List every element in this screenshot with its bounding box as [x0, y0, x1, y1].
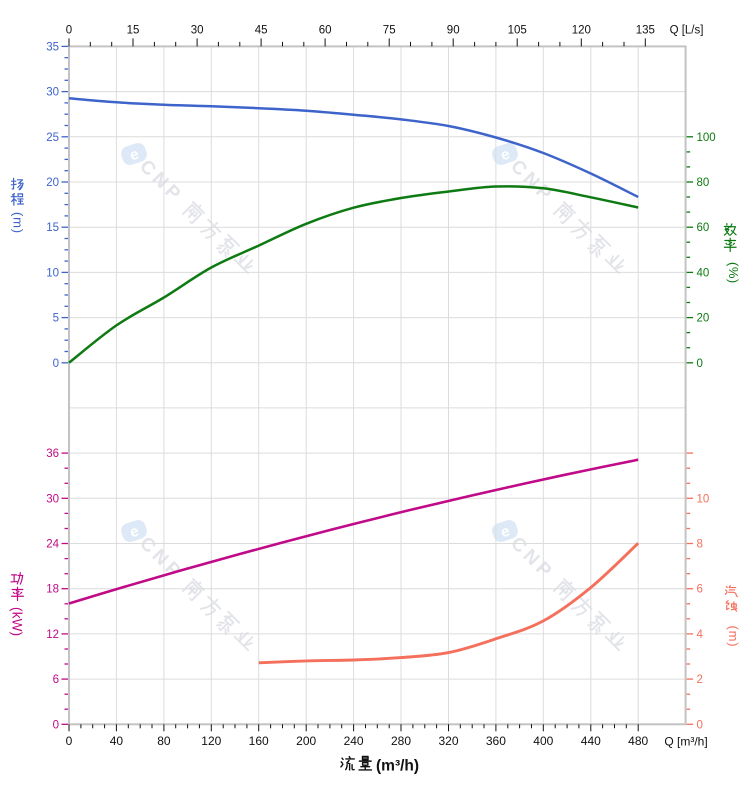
svg-text:120: 120: [572, 25, 591, 37]
svg-text:35: 35: [46, 41, 59, 53]
svg-text:75: 75: [383, 25, 396, 37]
svg-text:0: 0: [53, 719, 59, 731]
svg-text:15: 15: [127, 25, 140, 37]
svg-text:30: 30: [46, 87, 59, 99]
svg-text:(kW): (kW): [10, 607, 25, 636]
svg-text:400: 400: [533, 734, 553, 748]
svg-text:0: 0: [697, 719, 703, 731]
svg-text:120: 120: [201, 734, 221, 748]
svg-text:60: 60: [697, 222, 710, 234]
svg-text:20: 20: [697, 313, 710, 325]
svg-text:40: 40: [110, 734, 124, 748]
svg-text:60: 60: [319, 25, 332, 37]
svg-text:320: 320: [438, 734, 458, 748]
svg-text:25: 25: [46, 132, 59, 144]
svg-text:8: 8: [697, 539, 703, 551]
svg-text:Q [L/s]: Q [L/s]: [670, 25, 704, 37]
svg-text:0: 0: [66, 734, 73, 748]
svg-text:100: 100: [697, 132, 716, 144]
svg-text:Q [m³/h]: Q [m³/h]: [664, 735, 707, 749]
svg-text:10: 10: [46, 267, 59, 279]
svg-text:0: 0: [66, 25, 72, 37]
svg-text:40: 40: [697, 267, 710, 279]
svg-text:105: 105: [508, 25, 527, 37]
svg-text:30: 30: [191, 25, 204, 37]
svg-text:200: 200: [296, 734, 316, 748]
svg-text:36: 36: [46, 448, 59, 460]
svg-text:(m): (m): [10, 212, 25, 234]
svg-text:18: 18: [46, 584, 59, 596]
svg-text:135: 135: [636, 25, 655, 37]
svg-text:160: 160: [249, 734, 269, 748]
svg-text:6: 6: [697, 584, 703, 596]
svg-text:360: 360: [486, 734, 506, 748]
svg-text:90: 90: [447, 25, 460, 37]
svg-text:480: 480: [628, 734, 648, 748]
svg-text:0: 0: [697, 358, 703, 370]
svg-text:280: 280: [391, 734, 411, 748]
svg-text:5: 5: [53, 313, 59, 325]
svg-text:15: 15: [46, 222, 59, 234]
svg-text:6: 6: [53, 674, 59, 686]
svg-text:(%): (%): [726, 262, 741, 284]
svg-text:80: 80: [697, 177, 710, 189]
svg-text:240: 240: [344, 734, 364, 748]
svg-text:440: 440: [581, 734, 601, 748]
svg-text:2: 2: [697, 674, 703, 686]
svg-text:20: 20: [46, 177, 59, 189]
svg-text:12: 12: [46, 629, 59, 641]
svg-text:24: 24: [46, 539, 59, 551]
svg-text:(m³/h): (m³/h): [376, 758, 419, 775]
svg-text:45: 45: [255, 25, 268, 37]
svg-text:30: 30: [46, 493, 59, 505]
svg-text:(m): (m): [726, 626, 741, 648]
svg-text:4: 4: [697, 629, 704, 641]
svg-text:10: 10: [697, 493, 710, 505]
svg-text:80: 80: [157, 734, 171, 748]
svg-text:0: 0: [53, 358, 59, 370]
